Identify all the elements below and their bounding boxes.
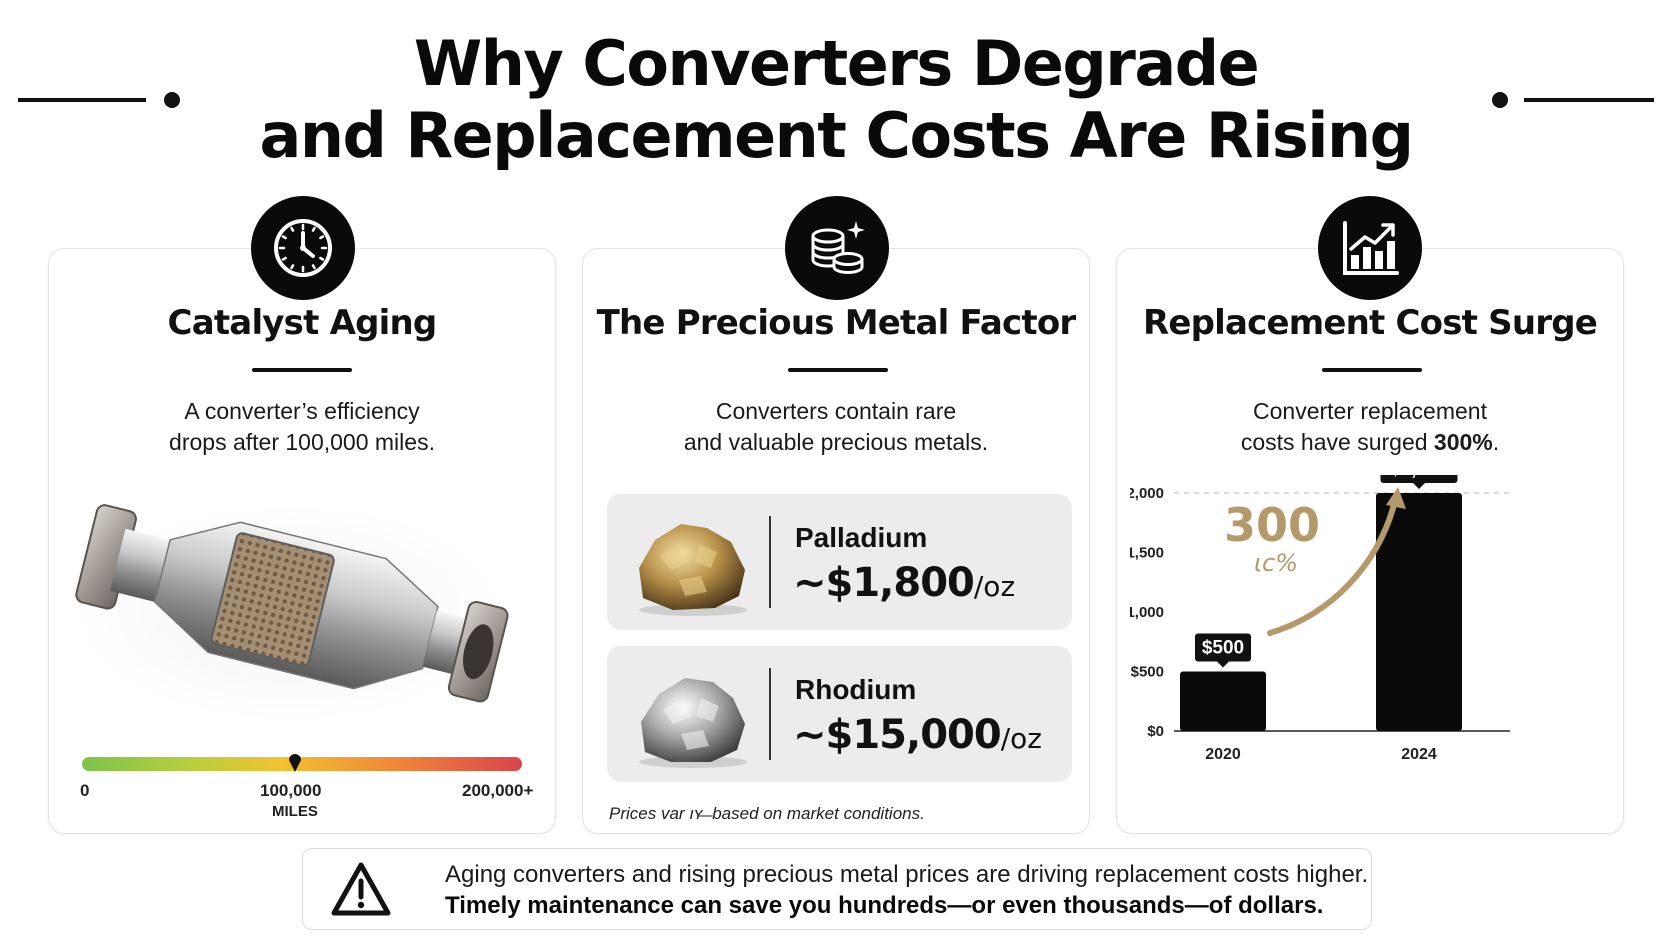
mileage-gradient-bar — [82, 757, 522, 771]
annotation-arrow — [1267, 494, 1399, 636]
annotation-unit: ιc% — [1254, 549, 1298, 577]
rhodium-price: ~$15,000/oz — [793, 712, 1042, 758]
catalyst-aging-description: A converter’s efficiency drops after 100… — [48, 396, 556, 458]
warning-icon — [331, 862, 391, 916]
precious-metal-desc-line-2: and valuable precious metals. — [683, 429, 989, 455]
replacement-cost-desc-line-2: costs have surged 300%. — [1116, 427, 1624, 458]
palladium-separator — [769, 516, 771, 608]
replacement-cost-desc-pre: costs have surged — [1240, 429, 1434, 455]
catalyst-aging-heading: Catalyst Aging — [167, 303, 438, 343]
palladium-price: ~$1,800/oz — [793, 560, 1015, 606]
prices-note: Prices var ı⁣ʏ̶ ̶ based on market condit… — [609, 804, 925, 823]
rhodium-separator — [769, 668, 771, 760]
catalyst-aging-desc-line-1: A converter’s efficiency — [184, 398, 420, 424]
page-title: Why Converters Degrade and Replacement C… — [0, 28, 1672, 172]
data-label: $2,000 — [1390, 475, 1448, 480]
mileage-mid-label: 100,000 — [260, 781, 322, 800]
replacement-cost-heading: Replacement Cost Surge — [1142, 303, 1598, 343]
rhodium-nugget-image — [639, 678, 747, 768]
rhodium-name: Rhodium — [795, 674, 917, 705]
precious-metal-description: Converters contain rare and valuable pre… — [582, 396, 1090, 458]
y-tick-label: $0 — [1147, 723, 1164, 740]
rhodium-price-unit: /oz — [1000, 722, 1042, 755]
title-decoration-right-dot — [1492, 92, 1508, 108]
precious-metal-heading: The Precious Metal Factor — [596, 303, 1077, 343]
clock-icon — [251, 196, 355, 300]
title-decoration-left-dot — [164, 92, 180, 108]
footer-callout: Aging converters and rising precious met… — [302, 848, 1372, 930]
palladium-nugget-image — [639, 524, 747, 616]
palladium-name: Palladium — [795, 522, 928, 553]
palladium-price-unit: /oz — [973, 570, 1016, 603]
y-tick-label: $2,000 — [1130, 485, 1164, 502]
bar-2024 — [1376, 493, 1462, 731]
catalyst-aging-rule — [252, 368, 352, 372]
title-decoration-left-line — [18, 98, 146, 102]
rising-chart-icon — [1318, 196, 1422, 300]
footer-line-1: Aging converters and rising precious met… — [445, 861, 1369, 888]
y-tick-label: $1,500 — [1130, 545, 1164, 562]
replacement-cost-card — [1116, 248, 1624, 834]
replacement-cost-desc-post: . — [1492, 429, 1500, 455]
mileage-end-label: 200,000+ — [462, 781, 534, 800]
footer-line-2: Timely maintenance can save you hundreds… — [445, 892, 1324, 919]
replacement-cost-chart: AVERAGE RFLACEMENT COST (USD)$0$500$1,00… — [1130, 475, 1510, 763]
palladium-row: Palladium ~$1,800/oz — [607, 494, 1072, 630]
rhodium-row: Rhodium ~$15,000/oz — [607, 646, 1072, 782]
x-tick-label: 2024 — [1401, 746, 1437, 763]
title-line-2: and Replacement Costs Are Rising — [259, 99, 1414, 172]
precious-metal-desc-line-1: Converters contain rare — [715, 398, 957, 424]
data-label-badge — [1380, 475, 1458, 483]
mileage-start-label: 0 — [80, 781, 90, 800]
precious-metal-rule — [788, 368, 888, 372]
annotation-arrowhead — [1386, 487, 1406, 509]
annotation-value: 300 — [1224, 498, 1320, 552]
replacement-cost-desc-bold: 300% — [1433, 429, 1493, 455]
data-label-badge — [1195, 633, 1251, 662]
bar-2020 — [1180, 671, 1266, 731]
title-line-1: Why Converters Degrade — [413, 27, 1260, 100]
data-label: $500 — [1202, 638, 1244, 659]
y-tick-label: $500 — [1131, 664, 1164, 681]
data-label-pointer — [1217, 661, 1229, 668]
mileage-mid-unit: MILES — [272, 803, 318, 820]
coins-stack-icon — [785, 196, 889, 300]
mileage-marker-icon — [289, 754, 301, 772]
rhodium-price-value: ~$15,000 — [793, 712, 1002, 758]
palladium-price-value: ~$1,800 — [793, 560, 975, 606]
replacement-cost-desc-line-1: Converter replacement — [1253, 398, 1487, 424]
replacement-cost-rule — [1322, 368, 1422, 372]
y-tick-label: $1,000 — [1130, 604, 1164, 621]
x-tick-label: 2020 — [1205, 746, 1241, 763]
catalyst-aging-desc-line-2: drops after 100,000 miles. — [169, 429, 435, 455]
replacement-cost-description: Converter replacement costs have surged … — [1116, 396, 1624, 458]
title-decoration-right-line — [1524, 98, 1654, 102]
catalytic-converter-image — [75, 503, 509, 723]
data-label-pointer — [1413, 483, 1425, 489]
